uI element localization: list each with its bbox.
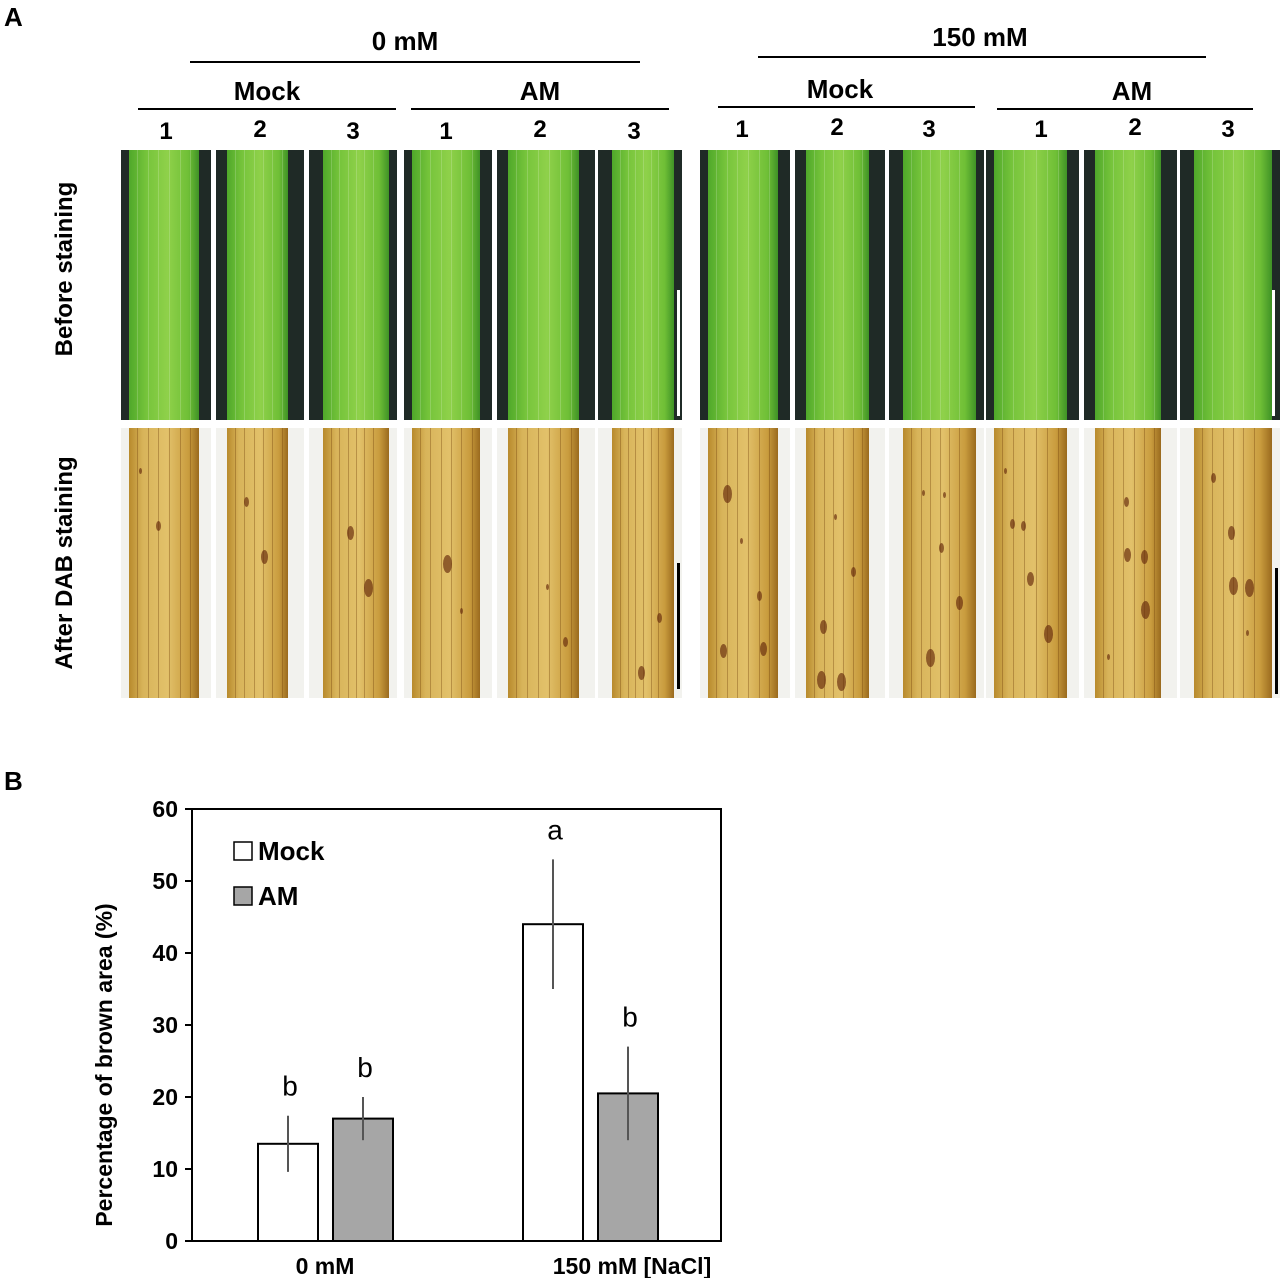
rule-150mm [758,56,1206,58]
y-tick-label: 20 [152,1084,178,1110]
rep-number: 1 [431,118,461,146]
leaf-photo-after [497,428,595,698]
scale-bar [677,290,680,416]
leaf-photo-before [889,150,984,420]
significance-letter: b [622,1002,638,1033]
leaf-photo-before [1084,150,1177,420]
rep-number: 3 [914,116,944,144]
leaf-photo-after [121,428,211,698]
significance-letter: b [282,1071,298,1102]
rep-number: 1 [151,118,181,146]
leaf-photo-before [986,150,1079,420]
panel-a-letter: A [4,2,23,33]
rule-mock-0mm [138,108,396,110]
legend-label-am: AM [258,881,298,911]
leaf-photo-after [1084,428,1177,698]
y-tick-label: 60 [152,796,178,822]
y-tick-label: 50 [152,868,178,894]
leaf-photo-after [1180,428,1280,698]
rule-mock-150mm [718,106,975,108]
header-mock-0mm: Mock [167,76,367,107]
leaf-photo-after [795,428,885,698]
rep-number: 2 [822,114,852,142]
y-tick-label: 30 [152,1012,178,1038]
row-label-after: After DAB staining [50,433,80,693]
header-0mm: 0 mM [300,26,510,57]
leaf-photo-after [404,428,492,698]
header-150mm: 150 mM [875,22,1085,53]
y-tick-label: 40 [152,940,178,966]
leaf-photo-before [309,150,397,420]
y-tick-label: 0 [165,1228,178,1254]
legend-label-mock: Mock [258,836,325,866]
leaf-photo-before [795,150,885,420]
scale-bar [1275,568,1278,694]
leaf-photo-before [700,150,790,420]
header-am-150mm: AM [1032,76,1232,107]
rep-number: 1 [1026,116,1056,144]
leaf-photo-after [216,428,304,698]
y-axis-label: Percentage of brown area (%) [91,903,117,1226]
y-tick-label: 10 [152,1156,178,1182]
legend-swatch-am [234,887,252,905]
x-category-label: 150 mM [NaCl] [553,1253,711,1278]
scale-bar [1272,290,1275,416]
rule-am-0mm [411,108,669,110]
row-label-before: Before staining [50,159,80,379]
leaf-photo-before [404,150,492,420]
rep-number: 3 [338,118,368,146]
leaf-photo-before [121,150,211,420]
rep-number: 2 [1120,114,1150,142]
scale-bar [677,563,680,689]
significance-letter: b [357,1052,373,1083]
rep-number: 1 [727,116,757,144]
leaf-photo-after [986,428,1079,698]
leaf-photo-before [216,150,304,420]
significance-letter: a [547,814,563,845]
leaf-photo-after [309,428,397,698]
x-category-label: 0 mM [296,1253,355,1278]
leaf-photo-before [598,150,682,420]
leaf-photo-after [598,428,682,698]
rep-number: 3 [619,118,649,146]
rep-number: 2 [525,116,555,144]
leaf-photo-after [889,428,984,698]
bar-chart: 0 10 20 30 40 50 60 Percentage of brown area (%… [0,780,760,1278]
leaf-photo-before [1180,150,1280,420]
header-am-0mm: AM [440,76,640,107]
rule-0mm [190,61,640,63]
rep-number: 2 [245,116,275,144]
header-mock-150mm: Mock [740,74,940,105]
rep-number: 3 [1213,116,1243,144]
rule-am-150mm [997,108,1253,110]
leaf-photo-before [497,150,595,420]
leaf-photo-after [700,428,790,698]
legend-swatch-mock [234,842,252,860]
